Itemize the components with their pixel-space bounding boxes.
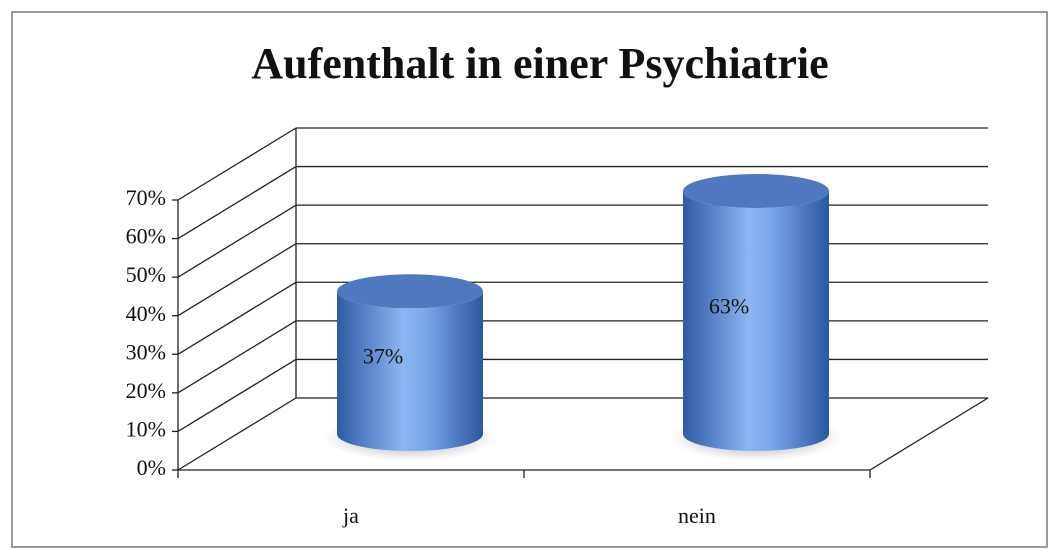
bar <box>337 291 483 451</box>
floor-edge <box>869 397 989 471</box>
bar-top <box>683 174 829 208</box>
grid-line <box>177 358 297 432</box>
y-tick-label: 50% <box>126 262 166 287</box>
y-tick-label: 40% <box>126 301 166 326</box>
value-label: 37% <box>363 344 403 369</box>
y-tick-label: 10% <box>126 416 166 441</box>
bar <box>683 191 829 451</box>
grid-line <box>177 166 297 240</box>
y-tick-label: 0% <box>137 455 166 480</box>
grid-line <box>177 320 297 394</box>
grid-line <box>177 243 297 317</box>
chart-border <box>11 11 1048 548</box>
x-tick-label: nein <box>678 503 716 528</box>
y-tick-label: 30% <box>126 339 166 364</box>
grid-line <box>177 281 297 355</box>
y-tick-label: 20% <box>126 378 166 403</box>
grid-line <box>177 204 297 278</box>
y-tick-label: 70% <box>126 185 166 210</box>
grid-line <box>177 397 297 471</box>
x-tick-label: ja <box>342 503 359 528</box>
grid-line <box>177 127 297 201</box>
bar-top <box>337 274 483 309</box>
chart-title: Aufenthalt in einer Psychiatrie <box>251 39 828 88</box>
y-tick-label: 60% <box>126 224 166 249</box>
value-label: 63% <box>709 294 749 319</box>
